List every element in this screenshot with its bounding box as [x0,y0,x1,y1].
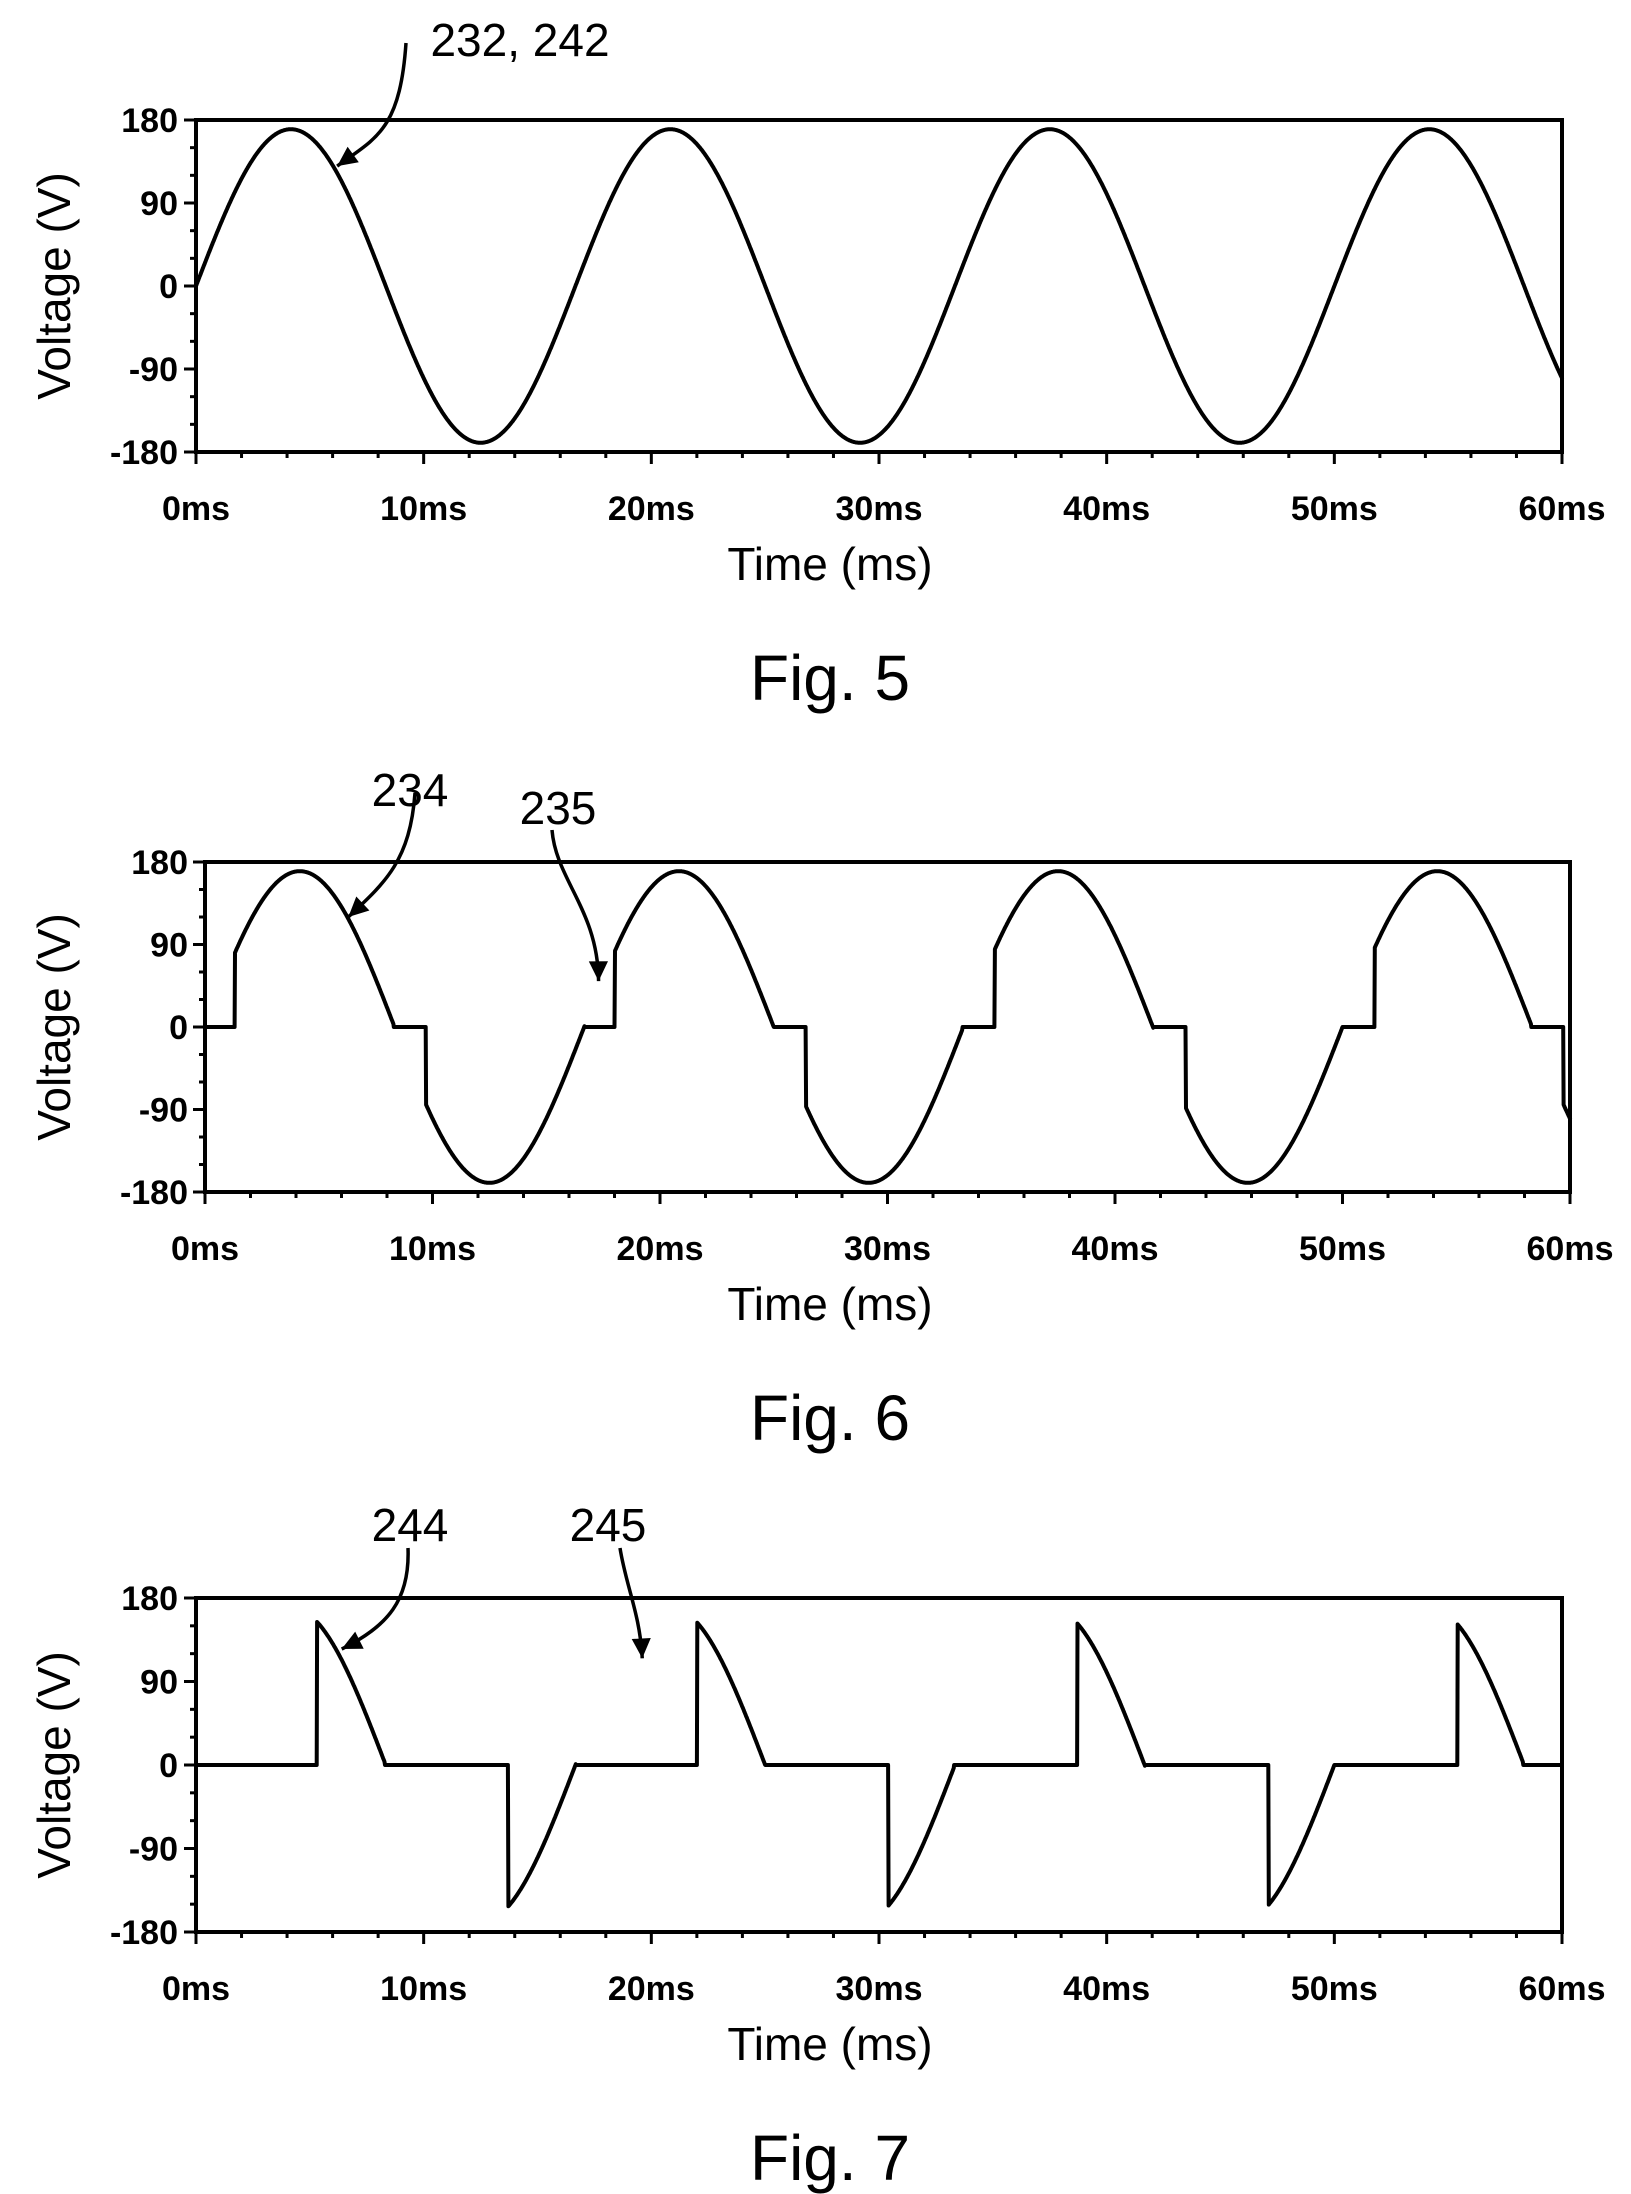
x-tick-label: 40ms [1063,1970,1150,2008]
x-tick-label: 0ms [171,1230,239,1268]
x-tick-label: 60ms [1527,1230,1614,1268]
y-tick-label: -90 [139,1092,188,1130]
x-tick-label: 50ms [1291,490,1378,528]
x-tick-label: 20ms [617,1230,704,1268]
reference-label: 235 [520,782,597,834]
y-tick-label: 90 [150,927,188,965]
plot-frame [194,118,1564,454]
chart-2: 0ms 10ms 20ms 30ms 40ms 50ms 60ms 180 90 0 -90 -180… [28,764,1613,1454]
arrowhead [348,896,370,917]
x-tick-label: 30ms [844,1230,931,1268]
x-tick-label: 30ms [836,490,923,528]
x-tick-label: 20ms [608,1970,695,2008]
x-tick-label: 10ms [380,1970,467,2008]
arrowhead [337,146,359,167]
x-tick-label: 20ms [608,490,695,528]
y-tick-label: 180 [121,1580,178,1618]
y-tick-label: 0 [159,1747,178,1785]
reference-label: 234 [372,764,449,816]
figure-caption: Fig. 5 [750,642,910,714]
arrowhead [631,1638,651,1659]
y-axis-title: Voltage (V) [28,1651,80,1879]
y-tick-label: 180 [121,102,178,140]
y-tick-label: -180 [120,1174,188,1212]
x-tick-label: 60ms [1519,490,1606,528]
x-tick-label: 40ms [1063,490,1150,528]
x-tick-label: 0ms [162,1970,230,2008]
y-tick-label: -180 [110,1914,178,1952]
x-axis-title: Time (ms) [727,538,932,590]
reference-label: 244 [372,1499,449,1551]
y-tick-label: -90 [129,1831,178,1869]
reference-label: 245 [570,1499,647,1551]
y-tick-label: 0 [169,1009,188,1047]
arrowhead [341,1631,364,1650]
voltage-trace [194,127,1564,445]
chart-1: 0ms 10ms 20ms 30ms 40ms 50ms 60ms 180 90 0 -90 -180… [28,14,1605,714]
voltage-trace [194,1620,1564,1909]
x-axis-title: Time (ms) [727,1278,932,1330]
x-tick-label: 10ms [380,490,467,528]
voltage-trace [203,869,1572,1185]
y-tick-label: -90 [129,351,178,389]
y-tick-label: 90 [140,185,178,223]
x-tick-label: 40ms [1072,1230,1159,1268]
y-tick-label: 0 [159,268,178,306]
x-tick-label: 50ms [1299,1230,1386,1268]
figure-caption: Fig. 6 [750,1382,910,1454]
x-axis-title: Time (ms) [727,2018,932,2070]
y-tick-label: 90 [140,1664,178,1702]
y-axis-title: Voltage (V) [28,172,80,400]
chart-3: 0ms 10ms 20ms 30ms 40ms 50ms 60ms 180 90 0 -90 -180… [28,1499,1605,2194]
x-tick-label: 10ms [389,1230,476,1268]
reference-label: 232, 242 [430,14,609,66]
figure-caption: Fig. 7 [750,2122,910,2194]
x-tick-label: 0ms [162,490,230,528]
arrowhead [588,961,608,982]
y-axis-title: Voltage (V) [28,913,80,1141]
x-tick-label: 30ms [836,1970,923,2008]
x-tick-label: 60ms [1519,1970,1606,2008]
x-tick-label: 50ms [1291,1970,1378,2008]
leader-line [550,829,601,982]
y-tick-label: 180 [131,844,188,882]
y-tick-label: -180 [110,434,178,472]
